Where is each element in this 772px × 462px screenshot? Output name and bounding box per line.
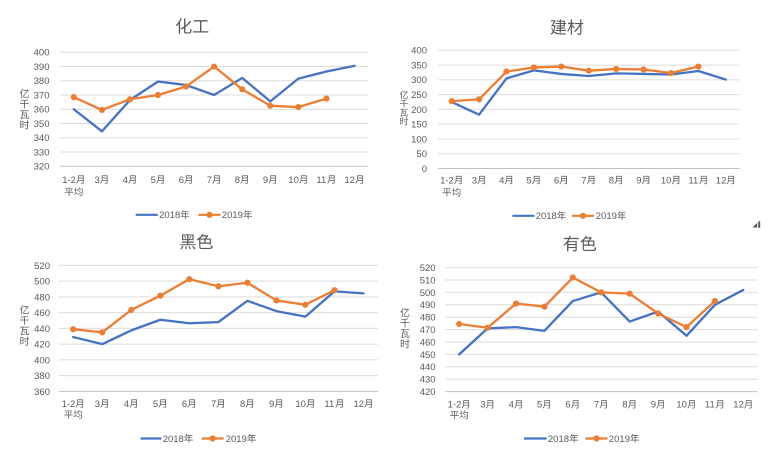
svg-text:3: 3 [472,175,477,186]
svg-text:9: 9 [636,175,641,186]
svg-text:11: 11 [705,400,715,411]
svg-text:12: 12 [344,175,355,186]
svg-text:400: 400 [34,48,50,59]
svg-text:340: 340 [34,133,50,144]
svg-text:420: 420 [420,387,436,398]
svg-text:9: 9 [651,400,656,411]
svg-text:320: 320 [34,162,50,173]
svg-text:6: 6 [179,175,184,186]
svg-text:510: 510 [420,275,436,286]
svg-text:7: 7 [211,399,216,410]
svg-text:6: 6 [554,175,559,186]
svg-text:330: 330 [34,147,50,158]
svg-text:520: 520 [420,263,436,274]
svg-text:4: 4 [499,175,504,186]
svg-text:3: 3 [480,400,485,411]
svg-text:480: 480 [34,292,50,303]
svg-text:2018: 2018 [548,434,569,445]
svg-text:300: 300 [411,75,427,86]
svg-text:200: 200 [411,105,427,116]
svg-text:10: 10 [661,175,672,186]
svg-text:360: 360 [34,105,50,116]
svg-text:450: 450 [420,350,436,361]
svg-text:4: 4 [124,399,129,410]
svg-text:50: 50 [416,149,427,160]
svg-text:470: 470 [420,325,436,336]
svg-text:0: 0 [422,164,427,175]
svg-text:5: 5 [151,175,156,186]
svg-text:460: 460 [34,308,50,319]
svg-text:7: 7 [594,400,599,411]
svg-text:11: 11 [688,175,698,186]
svg-text:10: 10 [288,175,299,186]
svg-text:6: 6 [182,399,187,410]
svg-text:1-2: 1-2 [448,400,462,411]
svg-text:5: 5 [527,175,532,186]
svg-text:2019: 2019 [596,211,617,222]
svg-text:10: 10 [676,400,687,411]
svg-text:6: 6 [565,400,570,411]
svg-text:100: 100 [411,134,427,145]
svg-text:11: 11 [324,399,334,410]
svg-text:150: 150 [411,120,427,131]
svg-text:8: 8 [240,399,245,410]
svg-text:430: 430 [420,375,436,386]
svg-text:7: 7 [207,175,212,186]
svg-text:2019: 2019 [226,434,247,445]
svg-text:500: 500 [34,277,50,288]
svg-text:9: 9 [263,175,268,186]
svg-text:1-2: 1-2 [62,399,76,410]
svg-text:350: 350 [34,119,50,130]
svg-text:5: 5 [537,400,542,411]
svg-text:250: 250 [411,90,427,101]
svg-text:10: 10 [295,399,306,410]
svg-text:4: 4 [123,175,128,186]
svg-text:2018: 2018 [159,210,180,221]
svg-text:440: 440 [34,324,50,335]
svg-text:2019: 2019 [222,210,243,221]
svg-text:380: 380 [34,371,50,382]
svg-text:3: 3 [95,175,100,186]
svg-text:480: 480 [420,313,436,324]
svg-text:2018: 2018 [536,211,557,222]
svg-text:360: 360 [34,387,50,398]
svg-text:400: 400 [411,46,427,57]
svg-text:440: 440 [420,362,436,373]
svg-text:12: 12 [733,400,744,411]
svg-text:4: 4 [509,400,514,411]
svg-text:11: 11 [316,175,326,186]
svg-text:8: 8 [622,400,627,411]
svg-text:9: 9 [269,399,274,410]
svg-text:390: 390 [34,62,50,73]
svg-text:370: 370 [34,90,50,101]
svg-text:7: 7 [581,175,586,186]
svg-text:12: 12 [354,399,365,410]
svg-text:400: 400 [34,355,50,366]
svg-text:380: 380 [34,76,50,87]
svg-text:490: 490 [420,300,436,311]
svg-text:2018: 2018 [163,434,184,445]
svg-text:460: 460 [420,337,436,348]
svg-text:1-2: 1-2 [440,175,454,186]
svg-text:2019: 2019 [609,434,630,445]
svg-text:350: 350 [411,61,427,72]
svg-text:8: 8 [609,175,614,186]
svg-text:3: 3 [95,399,100,410]
svg-text:500: 500 [420,288,436,299]
svg-text:520: 520 [34,261,50,272]
svg-text:5: 5 [153,399,158,410]
svg-text:8: 8 [235,175,240,186]
svg-text:420: 420 [34,340,50,351]
svg-text:12: 12 [716,175,727,186]
svg-text:1-2: 1-2 [62,175,76,186]
